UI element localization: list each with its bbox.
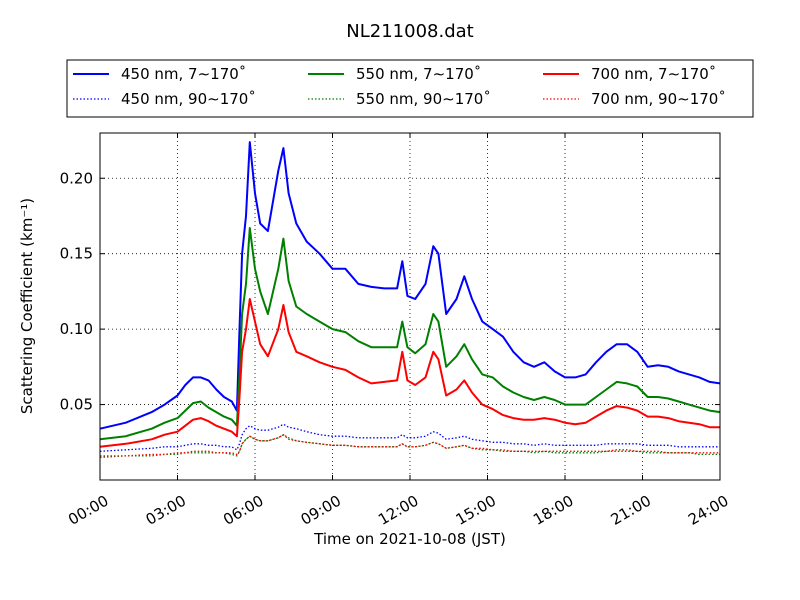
series-line-0 [99,141,721,430]
x-tick-label: 00:00 [65,492,111,529]
x-tick-label: 12:00 [375,492,421,529]
legend-label: 700 nm, 7∼170˚ [591,65,716,83]
legend-frame [66,59,754,118]
legend: 450 nm, 7∼170˚ 550 nm, 7∼170˚ 700 nm, 7∼17… [66,59,754,118]
legend-label: 450 nm, 90∼170˚ [121,90,256,108]
y-tick-label: 0.05 [60,396,93,414]
plot-area [99,141,721,459]
y-axis-label: Scattering Coefficient (km⁻¹) [18,198,36,414]
chart-title: NL211008.dat [346,21,473,42]
x-tick-label: 06:00 [220,492,266,529]
series-line-4 [99,434,720,459]
axis-tick-labels: 00:00 03:00 06:00 09:00 12:00 15:00 18:00 21:00… [60,169,732,529]
series-line-1 [99,227,721,441]
series-line-2 [99,298,720,448]
x-tick-label: 03:00 [143,492,189,529]
grid [100,133,720,480]
legend-label: 550 nm, 90∼170˚ [356,90,491,108]
series-line-3 [99,423,720,452]
x-tick-label: 15:00 [453,492,499,529]
legend-label: 450 nm, 7∼170˚ [121,65,246,83]
x-tick-label: 24:00 [685,492,731,529]
legend-label: 550 nm, 7∼170˚ [356,65,481,83]
axis-ticks [99,133,721,480]
x-axis-label: Time on 2021-10-08 (JST) [313,530,506,548]
y-tick-label: 0.15 [60,245,93,263]
series-line-5 [100,434,720,457]
x-tick-label: 21:00 [608,492,654,529]
x-tick-label: 09:00 [298,492,344,529]
y-tick-label: 0.10 [60,320,93,338]
legend-label: 700 nm, 90∼170˚ [591,90,726,108]
x-tick-label: 18:00 [530,492,576,529]
y-tick-label: 0.20 [60,169,93,187]
